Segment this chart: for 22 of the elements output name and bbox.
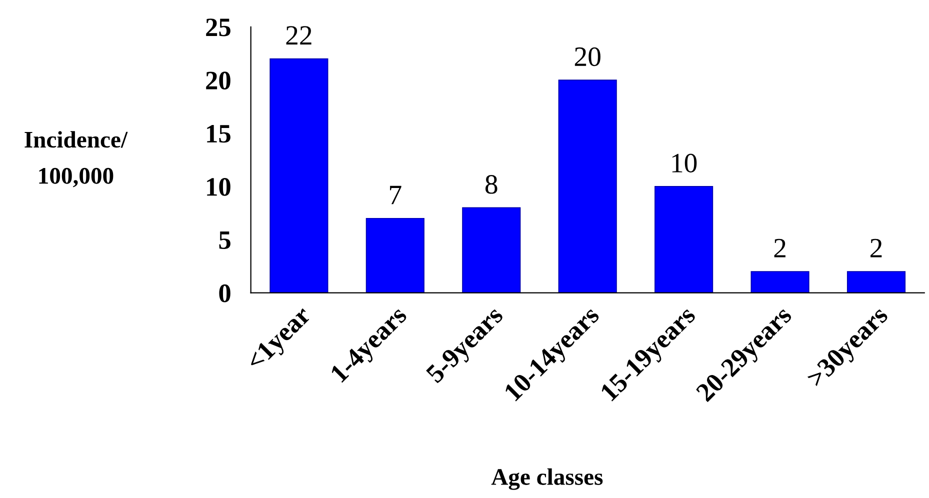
y-tick-label: 5 [219,232,230,250]
y-tick-label: 15 [207,125,230,143]
data-label: 2 [774,238,786,258]
data-label: 20 [574,47,600,66]
data-label: 7 [390,186,402,204]
data-label: 2 [870,238,882,258]
y-tick-label: 0 [219,284,230,302]
bar [270,58,328,293]
y-tick-label: 10 [207,178,230,196]
y-axis-title: Incidence/ 100,000 [24,131,128,188]
bar [750,271,810,293]
data-label: 10 [672,154,697,172]
y-tick-label: 20 [206,72,230,90]
bar [654,186,714,293]
bar [846,271,906,293]
bar [558,80,617,293]
x-axis-title: Age classes [491,468,603,490]
data-label: 22 [286,26,312,45]
bar [462,207,521,293]
data-label: 8 [485,175,498,194]
bar [366,218,424,293]
y-tick-label: 25 [206,18,230,36]
